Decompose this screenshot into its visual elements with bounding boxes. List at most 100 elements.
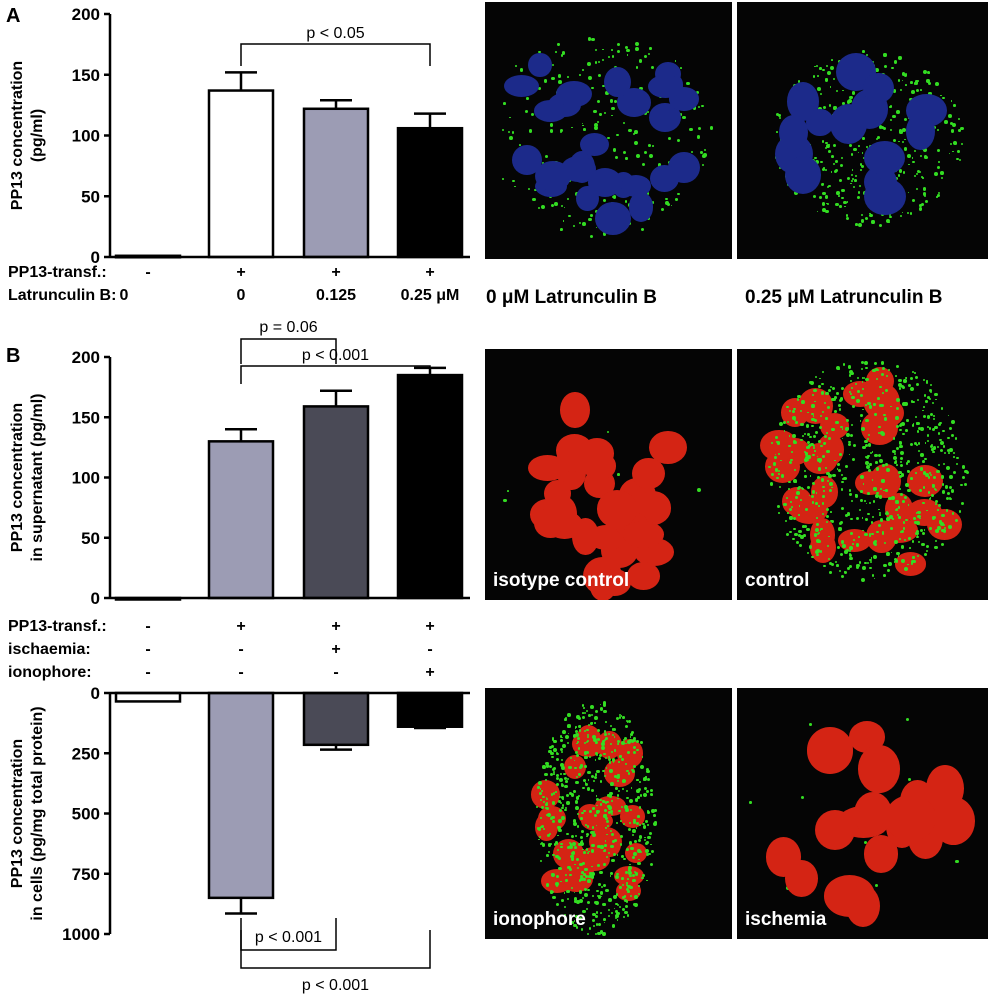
stain-speck [590,875,595,880]
stain-speck [898,382,902,387]
stain-speck [541,825,545,829]
stain-speck [599,871,602,874]
stain-speck [841,196,844,200]
stain-speck [883,417,888,421]
stain-speck [889,526,893,531]
stain-speck [919,489,923,492]
stain-speck [626,54,629,56]
stain-speck [696,135,701,139]
stain-speck [614,156,618,160]
stain-speck [813,533,817,537]
stain-speck [822,486,825,489]
stain-speck [601,800,605,804]
stain-speck [630,733,634,736]
stain-speck [923,148,928,153]
stain-speck [906,459,910,463]
stain-speck [575,915,578,918]
stain-speck [865,464,870,469]
row-value: - [238,641,243,658]
stain-speck [644,151,648,155]
stain-speck [570,857,575,861]
stain-speck [859,498,863,502]
significance-bracket [240,930,431,969]
stain-speck [628,871,632,876]
stain-speck [874,543,878,547]
stain-speck [819,550,823,553]
stain-speck [840,425,843,429]
stain-speck [922,406,925,409]
stain-speck [652,814,656,818]
stain-speck [847,365,852,369]
stain-speck [648,144,652,147]
stain-speck [905,518,908,522]
stain-speck [620,714,623,717]
stain-speck [615,787,618,790]
stain-speck [581,909,586,914]
stain-speck [871,220,875,224]
stain-speck [799,409,803,413]
stain-speck [794,532,798,537]
stain-speck [602,701,606,705]
stain-speck [861,387,865,391]
stain-speck [840,386,844,390]
stain-speck [897,513,900,516]
stain-speck [790,458,794,462]
stain-speck [826,507,830,511]
stain-speck [914,174,917,177]
stain-speck [591,865,593,868]
stain-speck [820,391,825,395]
stain-speck [579,877,584,882]
stain-speck [608,791,613,796]
stain-speck [573,789,577,793]
stain-speck [599,780,603,784]
stain-speck [830,427,835,432]
stain-speck [831,58,834,61]
stain-speck [789,410,792,413]
stain-speck [841,89,844,92]
stain-speck [874,884,878,888]
stain-speck [514,185,517,188]
stain-speck [634,41,639,46]
stain-speck [564,873,568,877]
stain-speck [928,497,932,501]
stain-speck [581,715,585,720]
stain-speck [952,451,956,455]
stain-speck [595,741,599,745]
stain-speck [826,431,828,434]
stain-speck [808,494,811,497]
stain-speck [589,722,593,726]
stain-speck [871,478,874,481]
stain-speck [557,800,561,804]
stain-speck [560,751,563,754]
stain-speck [538,838,540,841]
stain-speck [850,180,853,183]
stain-speck [888,213,892,217]
stain-speck [829,481,833,486]
stain-speck [556,874,560,878]
stain-speck [842,478,845,481]
stain-speck [868,534,871,537]
stain-speck [899,456,903,460]
stain-speck [586,900,591,905]
stain-speck [806,486,810,490]
stain-speck [919,208,923,212]
stain-speck [869,558,872,562]
stain-speck [960,126,965,131]
stain-speck [950,129,955,133]
stain-speck [802,488,804,490]
stain-speck [822,495,826,498]
stain-speck [630,730,635,734]
stain-speck [797,80,801,83]
stain-speck [625,789,628,792]
stain-speck [561,205,564,208]
stain-speck [848,143,853,148]
stain-speck [637,849,642,854]
stain-speck [604,888,609,893]
stain-speck [622,716,625,719]
stain-speck [883,53,887,57]
stain-speck [625,724,629,729]
stain-speck [590,775,594,779]
stain-speck [582,848,584,851]
stain-speck [608,794,613,798]
stain-speck [828,184,831,188]
